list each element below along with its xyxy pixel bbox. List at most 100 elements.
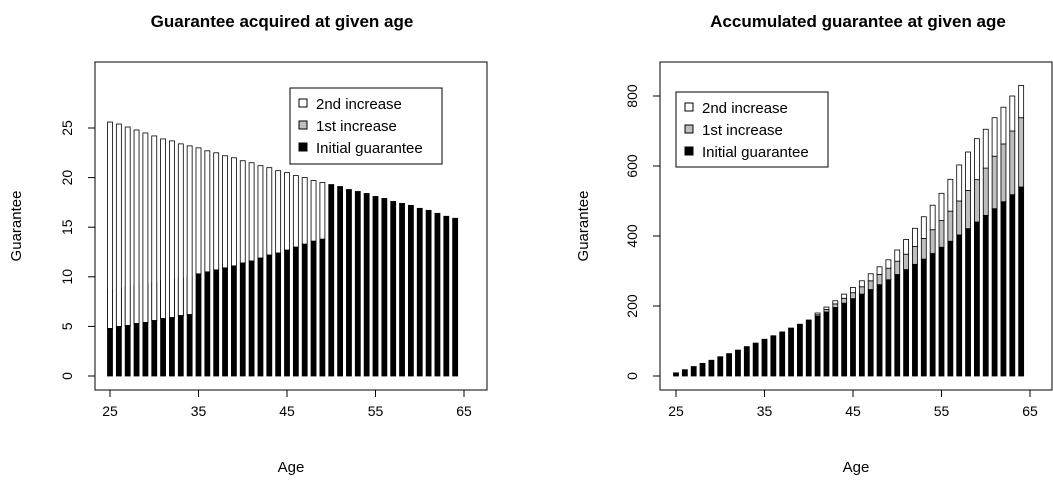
bar-initial	[699, 362, 706, 377]
bar-1st-increase	[832, 303, 839, 308]
bars	[673, 85, 1025, 377]
bar-initial	[903, 269, 909, 377]
bar-2nd-increase	[248, 162, 255, 262]
bar-initial	[1018, 186, 1025, 377]
x-tick-label: 55	[934, 403, 950, 419]
bar-initial	[894, 274, 901, 377]
bar-initial	[204, 271, 211, 377]
bar-1st-increase	[929, 229, 936, 254]
bar-1st-increase	[858, 286, 865, 295]
chart-title: Accumulated guarantee at given age	[710, 12, 1006, 31]
bar-initial	[982, 214, 989, 377]
bar-initial	[416, 207, 423, 377]
y-tick-label: 0	[59, 372, 75, 380]
bar-initial	[673, 372, 679, 377]
bar-2nd-increase	[867, 273, 874, 282]
x-tick-label: 65	[1022, 403, 1038, 419]
bar-2nd-increase	[974, 138, 980, 181]
bar-initial	[452, 217, 459, 377]
y-axis-label: Guarantee	[8, 191, 25, 262]
bar-initial	[956, 234, 963, 377]
bar-2nd-increase	[213, 152, 220, 271]
bar-initial	[310, 240, 317, 377]
bar-initial	[850, 298, 856, 377]
bar-initial	[832, 306, 839, 377]
bar-2nd-increase	[107, 121, 113, 329]
bar-initial	[266, 254, 273, 377]
y-tick-label: 600	[624, 154, 640, 178]
bar-initial	[425, 209, 432, 377]
legend-entry: 1st increase	[316, 118, 397, 135]
bar-initial	[779, 331, 786, 377]
bar-2nd-increase	[920, 216, 927, 239]
bar-initial	[965, 228, 971, 377]
bar-2nd-increase	[956, 164, 963, 202]
bar-2nd-increase	[982, 128, 989, 169]
bar-initial	[938, 246, 945, 377]
plot-frame	[659, 61, 1053, 391]
bar-2nd-increase	[115, 123, 122, 327]
bar-initial	[717, 356, 724, 377]
bar-1st-increase	[938, 220, 945, 248]
bar-2nd-increase	[965, 151, 971, 191]
bar-1st-increase	[1009, 130, 1016, 196]
bar-initial	[947, 240, 954, 377]
bar-2nd-increase	[938, 192, 945, 222]
legend-swatch	[298, 98, 308, 108]
x-tick-label: 55	[368, 403, 384, 419]
bar-2nd-increase	[195, 147, 202, 275]
bar-1st-increase	[965, 190, 971, 230]
bars	[107, 121, 459, 377]
bar-initial	[239, 262, 246, 377]
y-axis: 0 200 400 600 800	[624, 84, 660, 380]
legend-swatch	[298, 142, 308, 152]
bar-initial	[761, 338, 768, 377]
bar-2nd-increase	[823, 306, 830, 310]
bar-initial	[407, 204, 414, 377]
bar-2nd-increase	[310, 180, 317, 242]
bar-2nd-increase	[204, 150, 211, 273]
bar-1st-increase	[912, 246, 918, 265]
bar-2nd-increase	[858, 280, 865, 288]
x-tick-label: 45	[279, 403, 295, 419]
x-axis: 25 35 45 55 65	[668, 390, 1038, 419]
bar-2nd-increase	[1018, 85, 1025, 119]
bar-initial	[690, 366, 697, 377]
bar-1st-increase	[876, 274, 883, 286]
bar-2nd-increase	[284, 172, 290, 251]
bar-initial	[257, 257, 264, 377]
bar-initial	[814, 315, 821, 377]
y-tick-label: 15	[59, 219, 75, 235]
bar-initial	[726, 353, 732, 377]
bar-2nd-increase	[850, 287, 856, 294]
bar-initial	[841, 302, 848, 377]
y-axis-label: Guarantee	[575, 191, 592, 262]
bar-2nd-increase	[177, 143, 184, 316]
bar-initial	[867, 289, 874, 377]
bar-initial	[390, 201, 397, 377]
y-tick-label: 25	[59, 120, 75, 136]
bar-initial	[681, 369, 688, 377]
bar-initial	[275, 252, 282, 377]
bar-1st-increase	[1000, 143, 1007, 203]
bar-initial	[222, 267, 228, 377]
bar-1st-increase	[947, 210, 954, 242]
bar-initial	[858, 293, 865, 377]
legend: 2nd increase 1st increase Initial guarante…	[289, 87, 443, 165]
y-axis: 0 5 10 15 20 25	[59, 120, 95, 380]
legend-entry: 2nd increase	[316, 96, 402, 113]
bar-2nd-increase	[1009, 95, 1016, 132]
y-tick-label: 800	[624, 84, 640, 108]
legend-box	[289, 87, 443, 165]
bar-initial	[399, 202, 405, 377]
bar-2nd-increase	[832, 300, 839, 305]
bar-initial	[797, 323, 803, 377]
bar-2nd-increase	[266, 167, 273, 256]
bar-initial	[443, 215, 450, 377]
bar-initial	[885, 279, 892, 377]
bar-initial	[346, 189, 352, 377]
bar-1st-increase	[894, 260, 901, 275]
bar-2nd-increase	[142, 132, 149, 323]
legend-swatch	[298, 120, 308, 130]
